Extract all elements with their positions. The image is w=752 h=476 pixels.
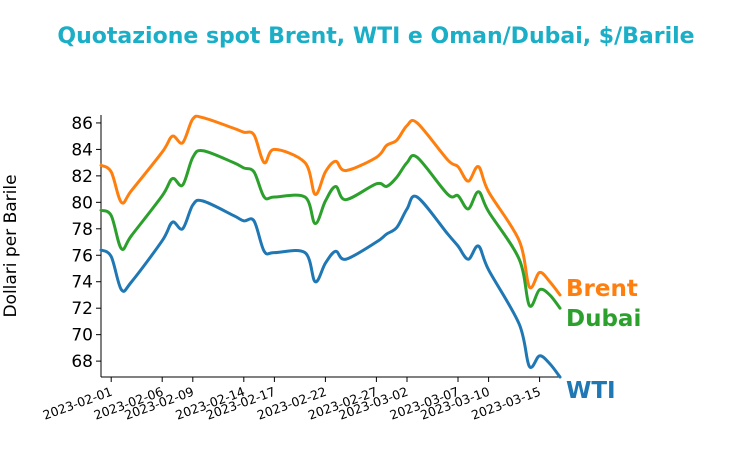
series-line-wti	[99, 194, 562, 379]
series-labels: Brent Dubai WTI	[566, 276, 641, 404]
series-label-dubai: Dubai	[566, 306, 641, 332]
y-tick-label: 76	[71, 246, 93, 266]
y-axis-ticks: 68 70 72 74 76 78 80 82 84 86	[71, 114, 101, 372]
series-label-brent: Brent	[566, 276, 638, 302]
y-tick-label: 84	[71, 140, 93, 160]
y-tick-label: 68	[71, 352, 93, 372]
y-tick-label: 82	[71, 167, 93, 187]
axes	[100, 115, 560, 378]
x-axis-ticks: 2023-02-012023-02-062023-02-092023-02-14…	[41, 377, 543, 423]
chart-title: Quotazione spot Brent, WTI e Oman/Dubai,…	[57, 24, 695, 49]
series-line-brent	[99, 114, 562, 297]
y-tick-label: 80	[71, 193, 93, 213]
series-lines	[99, 114, 562, 379]
y-tick-label: 72	[71, 299, 93, 319]
y-tick-label: 86	[71, 114, 93, 134]
y-tick-label: 78	[71, 220, 93, 240]
y-axis-label: Dollari per Barile	[1, 174, 21, 317]
y-tick-label: 74	[71, 273, 93, 293]
y-tick-label: 70	[71, 326, 93, 346]
series-label-wti: WTI	[566, 378, 616, 404]
series-line-dubai	[99, 149, 562, 310]
